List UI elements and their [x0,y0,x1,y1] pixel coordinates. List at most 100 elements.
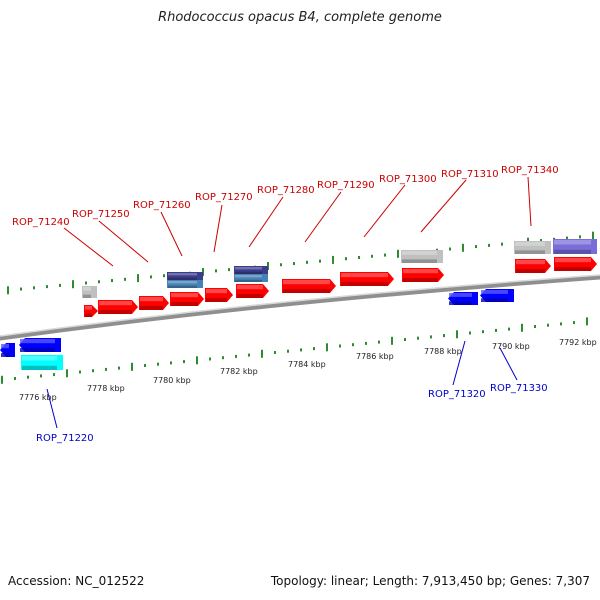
feature-block-navy [167,272,203,280]
feature-block-cyan [21,355,63,370]
feature-block-gray-highlight [83,287,91,291]
gene-forward-highlight [206,289,227,294]
ruler-label: 7790 kbp [492,342,530,351]
gene-forward-highlight [85,306,92,310]
ruler-label: 7776 kbp [19,393,57,402]
gene-reverse [448,292,478,305]
feature-block-cyan-shadow [22,365,57,370]
gene-forward-shadow [206,298,227,302]
feature-block-steel-shadow [235,279,262,282]
feature-block-navy-shadow [235,271,262,274]
gene-reverse-shadow [1,353,9,357]
gene-forward-shadow [283,289,330,293]
gene-forward-shadow [99,310,132,314]
feature-block-steel [234,274,268,282]
gene-label: ROP_71320 [428,389,486,400]
feature-block-gray-highlight [402,251,437,255]
gene-forward-shadow [516,269,545,273]
gene-label: ROP_71330 [490,383,548,394]
gene-label: ROP_71310 [441,169,499,180]
gene-forward [170,292,204,306]
gene-forward-highlight [140,297,163,302]
leader-line [499,347,518,381]
feature-block-navy-shadow [168,277,197,280]
chromosome-backbone [0,274,600,341]
leader-line [452,340,466,386]
gene-forward [554,257,597,271]
gene-forward-shadow [171,302,198,306]
gene-label: ROP_71280 [257,185,315,196]
gene-forward-shadow [140,306,163,310]
gene-reverse-highlight [481,290,508,294]
gene-forward [205,288,233,302]
gene-reverse-highlight [20,339,55,344]
gene-forward-highlight [283,280,330,285]
leader-line [363,184,406,238]
feature-block-steel-shadow [168,285,197,288]
gene-reverse-highlight [449,293,472,297]
chromosome-backbone-highlight [0,274,600,337]
gene-forward-shadow [85,313,92,317]
ruler-label: 7788 kbp [424,347,462,356]
gene-forward [139,296,169,310]
ruler-label: 7792 kbp [559,338,597,347]
coordinate-ruler: 7776 kbp 7778 kbp 7780 kbp 7782 kbp 7784 kbp… [19,338,597,402]
reverse-tick-row [1,317,588,384]
gene-forward [282,279,336,293]
gene-forward-shadow [555,267,591,271]
gene-reverse-highlight [1,344,9,349]
map-title: Rhodococcus opacus B4, complete genome [158,10,442,25]
gene-forward-highlight [171,293,198,298]
gene-reverse [0,343,15,357]
feature-block-steel-highlight [235,275,262,278]
feature-block-gray-shadow [402,259,437,263]
feature-block-gray [514,241,551,254]
leader-line [420,179,467,233]
gene-reverse-shadow [481,298,508,302]
feature-block-gray-highlight [515,242,545,246]
feature-block-navy [234,266,268,274]
leader-line [213,204,223,253]
gene-forward [84,305,98,317]
gene-label: ROP_71270 [195,192,253,203]
feature-block-steel-highlight [168,281,197,284]
genome-summary-text: Topology: linear; Length: 7,913,450 bp; … [270,574,590,588]
gene-reverse [480,289,514,302]
gene-reverse-shadow [20,348,55,352]
gene-label: ROP_71290 [317,180,375,191]
gene-label: ROP_71340 [501,165,559,176]
feature-block-gray [401,250,443,263]
feature-block-navy-highlight [168,273,197,276]
feature-block-gray-shadow [515,250,545,254]
leader-line [160,211,183,257]
accession-text: Accession: NC_012522 [8,574,145,588]
gene-forward-highlight [403,269,438,274]
gene-forward [236,284,269,298]
ruler-label: 7786 kbp [356,352,394,361]
ruler-label: 7782 kbp [220,367,258,376]
gene-forward-highlight [341,273,388,278]
gene-forward-highlight [99,301,132,306]
gene-forward-shadow [237,294,263,298]
gene-forward-shadow [403,278,438,282]
gene-label: ROP_71260 [133,200,191,211]
label-leader-lines [46,176,532,429]
feature-block-navy-highlight [235,267,262,270]
gene-forward-highlight [237,285,263,290]
gene-forward [515,259,551,273]
leader-line [527,176,532,227]
gene-features [0,239,597,370]
leader-line [46,388,58,429]
gene-forward-highlight [516,260,545,265]
feature-block-violet-shadow [554,249,591,254]
gene-label: ROP_71220 [36,433,94,444]
gene-label: ROP_71300 [379,174,437,185]
gene-forward [402,268,444,282]
ruler-label: 7784 kbp [288,360,326,369]
gene-reverse-shadow [449,301,472,305]
leader-line [98,220,149,263]
gene-reverse [19,338,61,352]
feature-block-gray [82,286,97,298]
feature-block-violet [553,239,597,254]
